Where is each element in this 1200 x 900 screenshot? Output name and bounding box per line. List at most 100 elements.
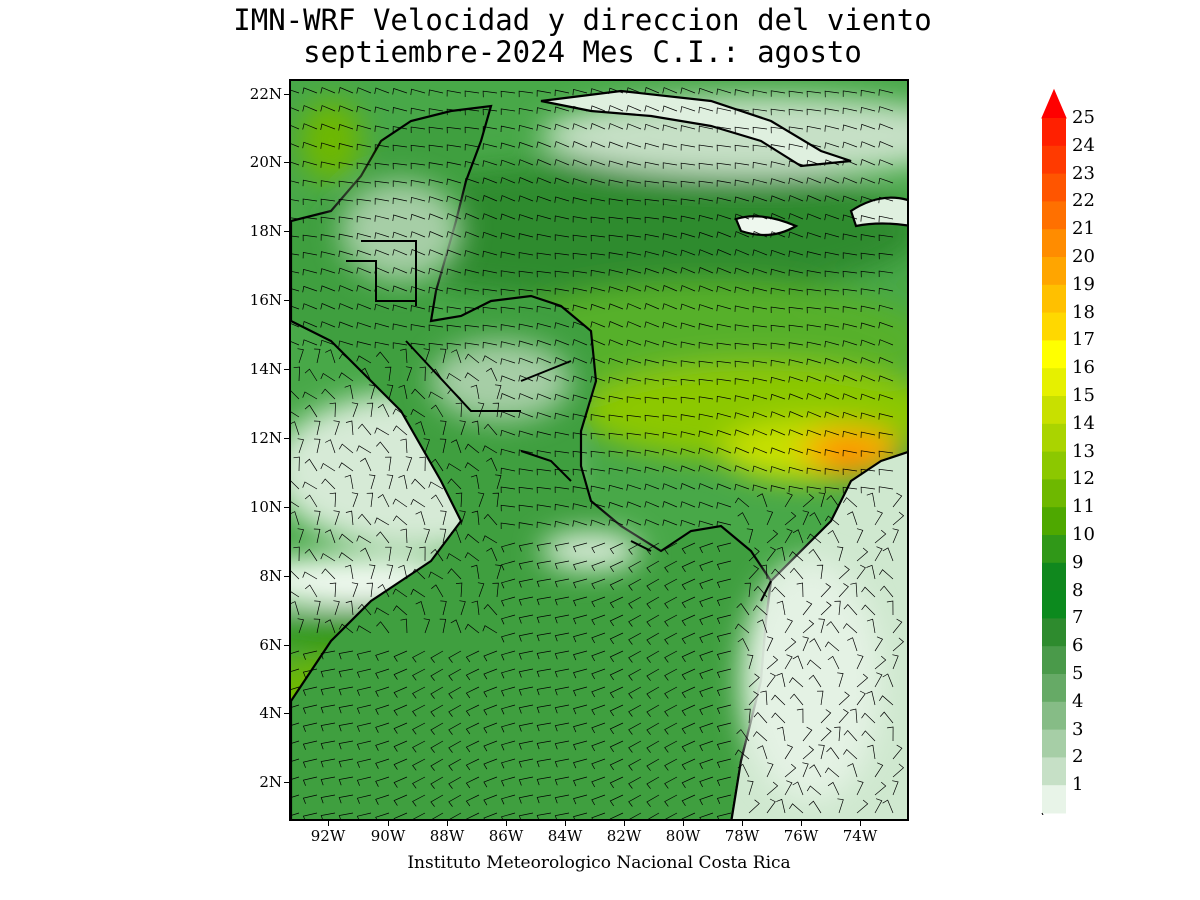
wind-map-panel	[289, 79, 909, 821]
colorbar-segment	[1042, 757, 1066, 786]
wind-barb	[760, 564, 768, 580]
wind-barb	[338, 776, 354, 786]
wind-barb	[446, 553, 462, 562]
wind-barb	[302, 650, 318, 660]
wind-barb	[392, 323, 408, 330]
wind-barb	[320, 553, 336, 562]
wind-barb	[753, 731, 768, 742]
wind-barb	[500, 270, 516, 277]
wind-barb	[518, 486, 534, 494]
wind-barb	[609, 812, 624, 819]
lat-tick-label: 20N	[249, 153, 282, 171]
wind-barb	[826, 494, 840, 508]
wind-barb	[644, 340, 660, 347]
wind-barb	[867, 744, 876, 760]
wind-barb	[374, 125, 390, 132]
wind-barb	[430, 458, 444, 472]
wind-barb	[770, 324, 786, 332]
wind-barb	[747, 780, 754, 796]
wind-barb	[681, 812, 696, 819]
wind-barb	[572, 197, 588, 204]
wind-barb	[320, 339, 336, 347]
wind-barb	[304, 494, 318, 508]
wind-barb	[419, 456, 426, 472]
wind-barb	[333, 600, 340, 616]
wind-barb	[573, 560, 588, 571]
wind-barb	[644, 432, 660, 439]
wind-barb	[866, 564, 876, 580]
wind-barb	[483, 740, 498, 752]
wind-barb	[477, 492, 485, 508]
wind-barb	[338, 285, 354, 292]
wind-barb	[680, 414, 696, 421]
wind-barb	[464, 108, 480, 116]
wind-barb	[608, 198, 624, 205]
wind-barb	[500, 213, 516, 220]
wind-barb	[792, 655, 804, 670]
wind-barb	[536, 412, 552, 419]
wind-barb	[644, 142, 660, 150]
wind-barb	[554, 322, 570, 329]
wind-barb	[392, 267, 408, 274]
wind-barb	[359, 367, 372, 382]
wind-barb	[590, 141, 606, 148]
wind-barb	[789, 551, 804, 562]
wind-barb	[465, 758, 480, 771]
wind-barb	[302, 571, 318, 580]
wind-barb	[856, 673, 869, 688]
wind-barb	[734, 286, 750, 293]
wind-barb	[608, 467, 624, 475]
colorbar-segment	[1042, 145, 1066, 175]
wind-barb	[554, 542, 570, 552]
wind-barb	[770, 342, 786, 350]
wind-barb	[646, 614, 660, 627]
wind-barb	[554, 393, 570, 401]
wind-barb	[699, 632, 714, 644]
wind-barb	[681, 794, 696, 806]
wind-barb	[608, 395, 624, 403]
wind-barb	[554, 177, 570, 184]
wind-barb	[752, 213, 768, 220]
wind-barb	[428, 481, 444, 490]
wind-barb	[843, 729, 858, 742]
wind-barb	[486, 457, 498, 472]
wind-barb	[338, 87, 354, 94]
wind-barb	[554, 578, 570, 588]
wind-barb	[626, 303, 642, 310]
wind-barb	[338, 812, 354, 819]
wind-barb	[392, 425, 408, 436]
wind-barb	[448, 686, 462, 699]
wind-barb	[591, 704, 606, 716]
wind-barb	[716, 632, 732, 643]
wind-barb	[806, 251, 822, 258]
wind-barb	[806, 448, 822, 455]
wind-barb	[320, 321, 336, 328]
wind-barb	[608, 234, 624, 242]
wind-barb	[824, 375, 840, 382]
wind-barb	[680, 198, 696, 205]
wind-barb	[447, 568, 462, 580]
wind-barb	[536, 776, 552, 786]
wind-barb	[482, 269, 498, 277]
wind-barb	[892, 780, 899, 796]
wind-barb	[344, 474, 354, 490]
wind-barb	[554, 614, 570, 624]
wind-barb	[698, 465, 714, 472]
wind-barb	[393, 740, 408, 752]
colorbar-segment	[1042, 257, 1066, 286]
wind-barb	[554, 375, 570, 382]
wind-barb	[699, 812, 714, 819]
lat-tick-label: 10N	[249, 498, 282, 516]
wind-barb	[464, 231, 480, 238]
wind-barb	[320, 650, 336, 660]
wind-barb	[374, 180, 390, 188]
wind-barb	[374, 249, 390, 256]
wind-barb	[536, 159, 552, 166]
lon-tick-mark	[624, 820, 625, 826]
wind-barb	[806, 195, 822, 202]
wind-barb	[802, 600, 813, 616]
wind-barb	[410, 196, 426, 204]
wind-barb	[554, 412, 570, 420]
wind-barb	[428, 249, 444, 256]
wind-barb	[716, 776, 732, 787]
